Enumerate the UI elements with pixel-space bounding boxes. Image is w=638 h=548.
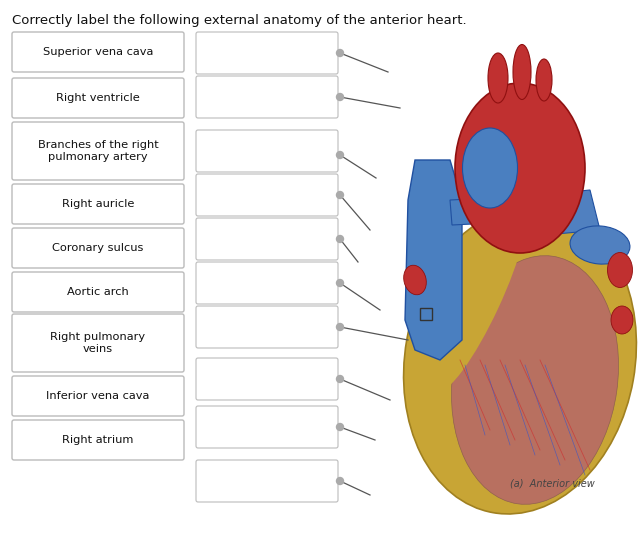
FancyBboxPatch shape <box>12 228 184 268</box>
FancyBboxPatch shape <box>12 122 184 180</box>
Text: Right pulmonary
veins: Right pulmonary veins <box>50 332 145 354</box>
FancyBboxPatch shape <box>12 184 184 224</box>
Circle shape <box>336 151 343 158</box>
Circle shape <box>336 477 343 484</box>
Ellipse shape <box>455 83 585 253</box>
Circle shape <box>336 424 343 431</box>
Ellipse shape <box>463 128 517 208</box>
Text: Right auricle: Right auricle <box>62 199 134 209</box>
FancyBboxPatch shape <box>196 406 338 448</box>
FancyBboxPatch shape <box>12 314 184 372</box>
FancyBboxPatch shape <box>196 218 338 260</box>
Circle shape <box>336 375 343 383</box>
Ellipse shape <box>404 265 426 295</box>
FancyBboxPatch shape <box>196 306 338 348</box>
Circle shape <box>336 236 343 243</box>
FancyBboxPatch shape <box>196 358 338 400</box>
Ellipse shape <box>488 53 508 103</box>
Text: Correctly label the following external anatomy of the anterior heart.: Correctly label the following external a… <box>12 14 466 27</box>
Circle shape <box>336 191 343 198</box>
Ellipse shape <box>536 59 552 101</box>
Polygon shape <box>540 190 600 235</box>
FancyBboxPatch shape <box>12 420 184 460</box>
Ellipse shape <box>611 306 633 334</box>
FancyBboxPatch shape <box>12 32 184 72</box>
Text: Inferior vena cava: Inferior vena cava <box>47 391 150 401</box>
Text: Right ventricle: Right ventricle <box>56 93 140 103</box>
FancyBboxPatch shape <box>196 262 338 304</box>
Circle shape <box>336 323 343 330</box>
Ellipse shape <box>570 226 630 264</box>
FancyBboxPatch shape <box>12 78 184 118</box>
Text: Aortic arch: Aortic arch <box>67 287 129 297</box>
Circle shape <box>336 279 343 287</box>
Circle shape <box>336 94 343 100</box>
FancyBboxPatch shape <box>196 130 338 172</box>
Polygon shape <box>405 160 462 360</box>
FancyBboxPatch shape <box>196 76 338 118</box>
FancyBboxPatch shape <box>12 272 184 312</box>
Ellipse shape <box>434 209 526 391</box>
FancyBboxPatch shape <box>12 376 184 416</box>
Text: Coronary sulcus: Coronary sulcus <box>52 243 144 253</box>
Ellipse shape <box>452 256 618 504</box>
Text: (a)  Anterior view: (a) Anterior view <box>510 478 595 488</box>
Text: Right atrium: Right atrium <box>63 435 134 445</box>
Ellipse shape <box>404 206 637 514</box>
Ellipse shape <box>607 253 632 288</box>
Polygon shape <box>450 195 555 225</box>
Text: Superior vena cava: Superior vena cava <box>43 47 153 57</box>
Text: Branches of the right
pulmonary artery: Branches of the right pulmonary artery <box>38 140 158 162</box>
FancyBboxPatch shape <box>196 174 338 216</box>
FancyBboxPatch shape <box>196 460 338 502</box>
FancyBboxPatch shape <box>196 32 338 74</box>
Ellipse shape <box>513 44 531 100</box>
Circle shape <box>336 49 343 56</box>
